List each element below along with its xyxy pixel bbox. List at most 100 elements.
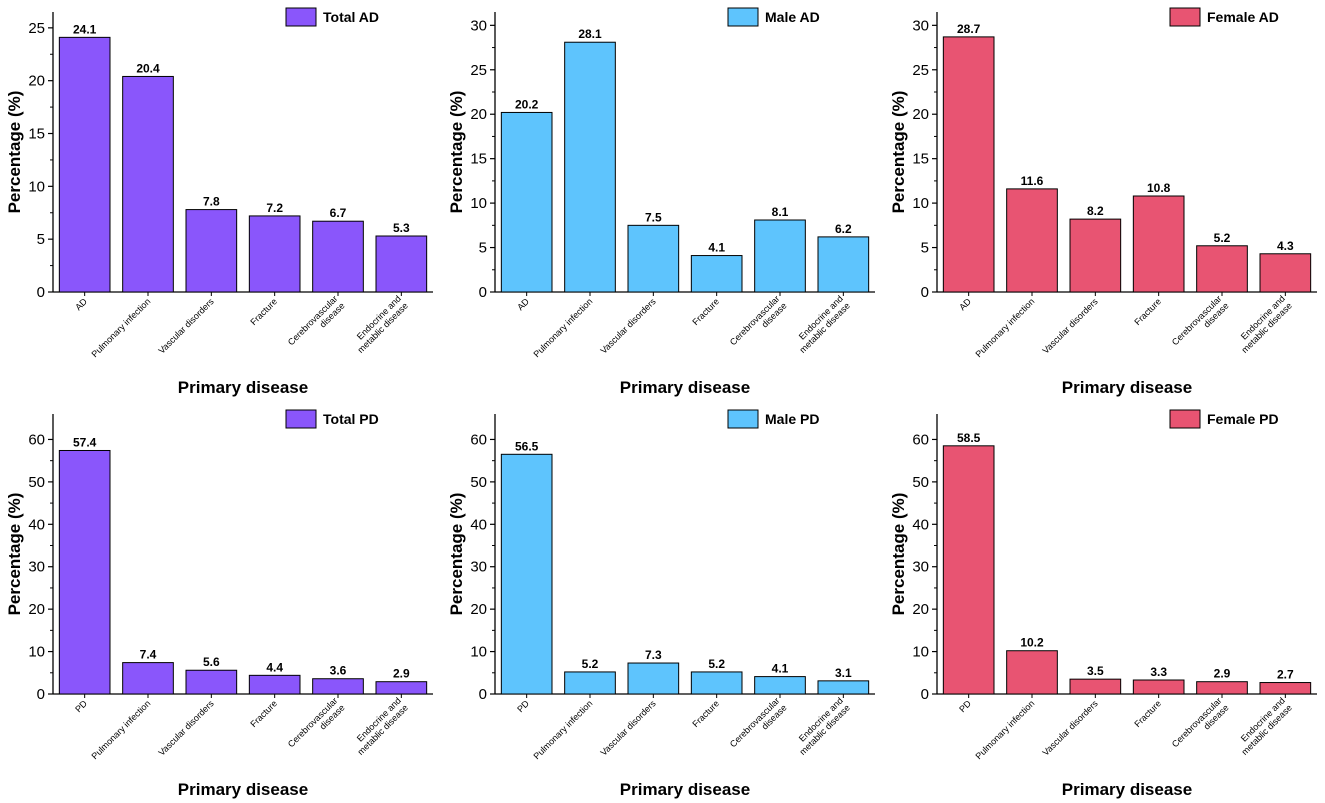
x-tick-label-line: Vascular disorders <box>1040 296 1100 356</box>
x-tick-label: Endocrine andmetablic disease <box>348 294 410 356</box>
legend-label: Total PD <box>323 411 379 427</box>
x-tick-label-line: PD <box>515 698 531 714</box>
bar <box>500 453 553 695</box>
chart-svg: 0 5 10 15 20 25 24.1 AD 20.4 Pulmonary infection 7… <box>5 7 433 397</box>
data-label: 58.5 <box>957 431 981 445</box>
data-label: 56.5 <box>515 439 539 453</box>
x-tick-label: Vascular disorders <box>598 296 658 356</box>
y-tick-label: 10 <box>28 644 45 661</box>
chart-svg: 0 5 10 15 20 25 30 20.2 AD 28.1 Pulmonary infectio… <box>447 7 875 397</box>
y-tick-label: 30 <box>470 559 487 576</box>
y-tick-label: 5 <box>479 240 487 257</box>
bar <box>312 220 364 293</box>
data-label: 8.1 <box>772 205 789 219</box>
x-tick-label: Cerebrovasculardisease <box>1170 294 1231 355</box>
y-tick-label: 20 <box>470 106 487 123</box>
x-tick-label-line: Pulmonary infection <box>531 698 594 761</box>
data-label: 6.2 <box>835 222 852 236</box>
y-axis-title: Percentage (%) <box>889 493 908 616</box>
bar <box>564 671 616 695</box>
x-tick-label: PD <box>73 698 89 714</box>
y-tick-label: 60 <box>912 431 929 448</box>
x-tick-label-line: Fracture <box>248 698 279 729</box>
data-label: 5.3 <box>393 221 410 235</box>
x-axis-title: Primary disease <box>1062 780 1192 799</box>
x-tick-label-line: Fracture <box>1132 698 1163 729</box>
data-label: 7.4 <box>140 648 157 662</box>
x-tick-label-line: Pulmonary infection <box>89 296 152 359</box>
x-tick-label-line: PD <box>957 698 973 714</box>
data-label: 2.9 <box>393 667 410 681</box>
x-axis-title: Primary disease <box>178 780 308 799</box>
chart-total-pd: 0 10 20 30 40 50 60 57.4 PD 7.4 Pulmonary infectio… <box>0 402 441 803</box>
bar <box>1196 245 1248 293</box>
bar <box>942 36 995 293</box>
data-label: 28.1 <box>578 27 602 41</box>
data-label: 3.3 <box>1150 665 1167 679</box>
bar <box>754 219 806 293</box>
data-label: 28.7 <box>957 22 981 36</box>
y-tick-label: 15 <box>470 151 487 168</box>
bar <box>1196 681 1248 695</box>
x-tick-label-line: Fracture <box>690 296 721 327</box>
bar <box>754 676 806 695</box>
x-tick-label: Pulmonary infection <box>531 296 594 359</box>
y-tick-label: 50 <box>28 474 45 491</box>
y-axis-title: Percentage (%) <box>889 91 908 214</box>
x-tick-label-line: Fracture <box>1132 296 1163 327</box>
y-tick-label: 10 <box>912 195 929 212</box>
x-tick-label: Cerebrovasculardisease <box>286 294 347 355</box>
x-tick-label-line: Fracture <box>690 698 721 729</box>
bar <box>500 111 553 293</box>
x-tick-label-line: Pulmonary infection <box>89 698 152 761</box>
x-tick-label-line: Pulmonary infection <box>973 296 1036 359</box>
y-tick-label: 50 <box>912 474 929 491</box>
chart-total-ad: 0 5 10 15 20 25 24.1 AD 20.4 Pulmonary infection 7… <box>0 0 441 401</box>
bar <box>690 255 743 293</box>
legend-swatch <box>285 409 317 429</box>
y-tick-label: 60 <box>470 431 487 448</box>
data-label: 5.2 <box>708 657 725 671</box>
data-label: 7.3 <box>645 648 662 662</box>
legend-swatch <box>727 409 759 429</box>
x-tick-label-line: AD <box>515 296 531 312</box>
data-label: 5.6 <box>203 655 220 669</box>
x-tick-label-line: Vascular disorders <box>598 296 658 356</box>
x-tick-label: Vascular disorders <box>1040 296 1100 356</box>
data-label: 57.4 <box>73 435 97 449</box>
data-label: 10.8 <box>1147 181 1171 195</box>
bar <box>1006 188 1058 293</box>
data-label: 4.4 <box>266 660 283 674</box>
x-axis-title: Primary disease <box>620 378 750 397</box>
y-tick-label: 30 <box>470 17 487 34</box>
legend-swatch <box>1169 7 1201 27</box>
y-axis-title: Percentage (%) <box>447 91 466 214</box>
legend-label: Female AD <box>1207 9 1279 25</box>
y-tick-label: 0 <box>479 284 487 301</box>
x-tick-label: Vascular disorders <box>598 698 658 758</box>
chart-male-pd: 0 10 20 30 40 50 60 56.5 PD 5.2 Pulmonary infectio… <box>442 402 883 803</box>
x-tick-label: Vascular disorders <box>1040 698 1100 758</box>
y-tick-label: 5 <box>921 240 929 257</box>
bar <box>1259 253 1312 293</box>
x-tick-label: AD <box>73 296 89 312</box>
data-label: 11.6 <box>1021 174 1044 188</box>
y-tick-label: 30 <box>912 559 929 576</box>
data-label: 20.4 <box>136 61 160 75</box>
x-tick-label: Fracture <box>248 698 279 729</box>
bar <box>248 215 301 293</box>
x-axis-title: Primary disease <box>620 780 750 799</box>
legend-label: Total AD <box>323 9 379 25</box>
bar <box>122 662 174 695</box>
y-tick-label: 0 <box>37 284 45 301</box>
x-tick-label: Cerebrovasculardisease <box>728 696 789 757</box>
y-axis-title: Percentage (%) <box>5 493 24 616</box>
chart-svg: 0 10 20 30 40 50 60 58.5 PD 10.2 Pulmonary infecti… <box>889 409 1317 799</box>
x-tick-label-line: PD <box>73 698 89 714</box>
data-label: 8.2 <box>1087 204 1104 218</box>
x-tick-label-line: Pulmonary infection <box>531 296 594 359</box>
x-tick-label: PD <box>515 698 531 714</box>
x-tick-label: Pulmonary infection <box>89 296 152 359</box>
y-tick-label: 40 <box>912 516 929 533</box>
y-tick-label: 25 <box>28 20 45 37</box>
